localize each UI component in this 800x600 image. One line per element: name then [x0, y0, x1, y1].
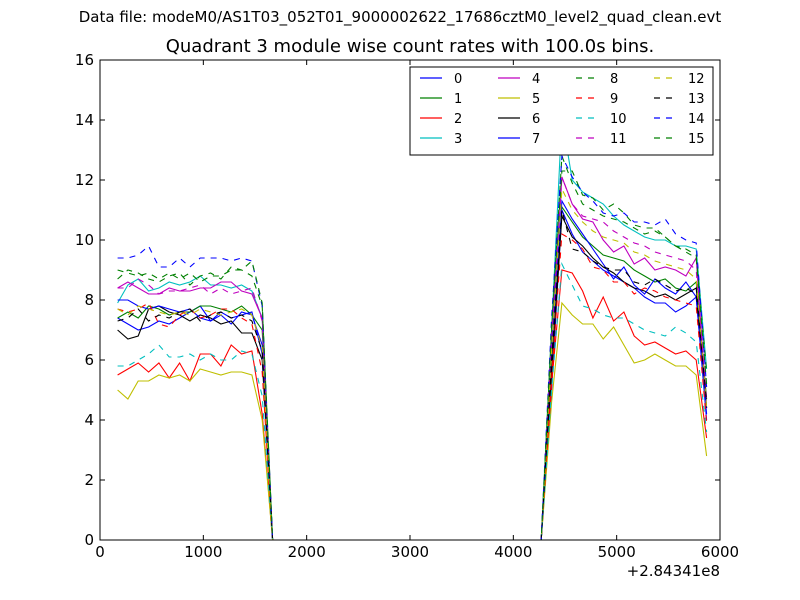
legend-label-1: 1	[454, 92, 462, 107]
y-tick-label: 0	[84, 531, 94, 549]
x-tick-label: 2000	[288, 543, 326, 561]
series-line-10	[117, 261, 708, 541]
legend-label-13: 13	[688, 92, 705, 107]
x-axis: 0 1000 2000 3000 4000 5000 6000	[95, 60, 739, 561]
series-line-9	[117, 233, 708, 541]
x-tick-label: 4000	[494, 543, 532, 561]
y-tick-label: 10	[75, 231, 94, 249]
series-line-11	[117, 176, 708, 541]
y-tick-label: 4	[84, 411, 94, 429]
series-line-12	[117, 186, 708, 541]
series-layer	[117, 116, 708, 541]
legend-label-2: 2	[454, 112, 462, 127]
legend-label-7: 7	[532, 132, 540, 147]
legend-label-3: 3	[454, 132, 462, 147]
legend-label-9: 9	[610, 92, 618, 107]
x-tick-label: 5000	[598, 543, 636, 561]
y-tick-label: 2	[84, 471, 94, 489]
legend-box	[409, 66, 714, 156]
x-tick-label: 1000	[184, 543, 222, 561]
x-axis-offset-label: +2.84341e8	[627, 562, 720, 580]
x-tick-label: 0	[95, 543, 105, 561]
legend-label-0: 0	[454, 72, 462, 87]
series-line-8	[117, 155, 708, 541]
figure-suptitle: Data file: modeM0/AS1T03_052T01_90000026…	[78, 8, 722, 26]
legend-label-4: 4	[532, 72, 540, 87]
x-tick-label: 6000	[701, 543, 739, 561]
chart-title: Quadrant 3 module wise count rates with …	[165, 36, 655, 57]
series-line-6	[117, 213, 708, 541]
series-line-14	[117, 153, 708, 541]
y-tick-label: 14	[75, 111, 94, 129]
series-line-15	[117, 170, 708, 541]
series-line-4	[117, 176, 708, 541]
y-tick-label: 16	[75, 51, 94, 69]
series-line-1	[117, 205, 708, 541]
y-tick-label: 12	[75, 171, 94, 189]
legend-label-15: 15	[688, 132, 705, 147]
legend-label-11: 11	[610, 132, 627, 147]
series-line-3	[117, 116, 708, 541]
legend-label-5: 5	[532, 92, 540, 107]
legend-label-6: 6	[532, 112, 540, 127]
legend-label-10: 10	[610, 112, 627, 127]
y-tick-label: 8	[84, 291, 94, 309]
x-tick-label: 3000	[391, 543, 429, 561]
legend-label-14: 14	[688, 112, 705, 127]
legend-label-12: 12	[688, 72, 705, 87]
series-line-5	[117, 301, 708, 541]
y-tick-label: 6	[84, 351, 94, 369]
legend-label-8: 8	[610, 72, 618, 87]
